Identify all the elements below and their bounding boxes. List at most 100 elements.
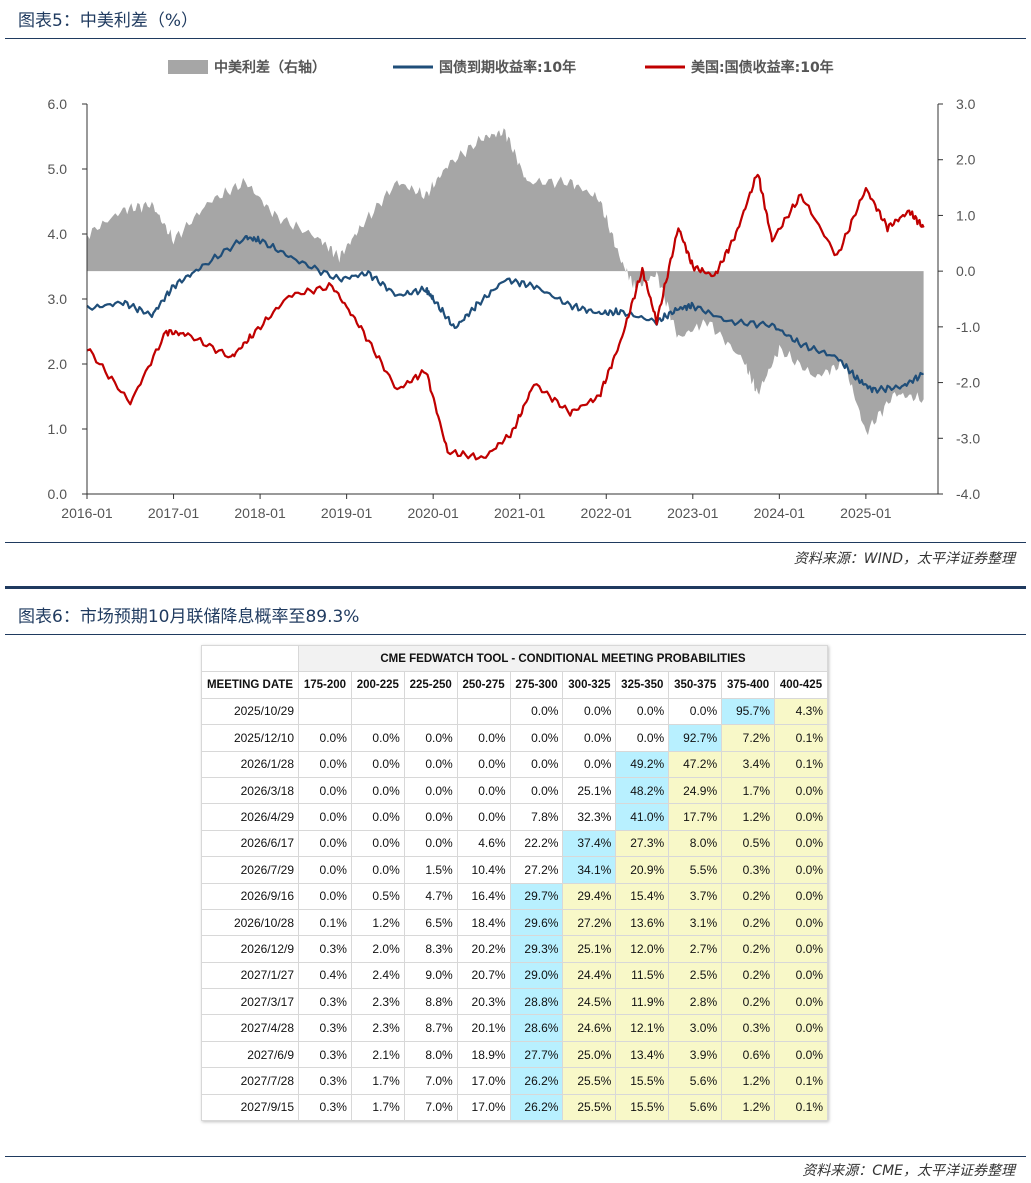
probability-cell: 26.2% (509, 1067, 564, 1095)
probability-cell: 28.8% (509, 988, 564, 1016)
probability-cell (350, 697, 405, 726)
meeting-date-cell: 2026/7/29 (201, 856, 299, 884)
probability-cell: 0.2% (721, 882, 776, 910)
probability-cell: 4.6% (456, 829, 511, 858)
x-tick-label: 2023-01 (667, 505, 719, 521)
x-tick-label: 2019-01 (321, 505, 373, 521)
probability-cell: 0.0% (298, 882, 352, 910)
probability-cell: 25.0% (562, 1040, 617, 1069)
probability-cell: 7.0% (403, 1093, 458, 1122)
probability-cell: 0.0% (509, 776, 564, 805)
probability-cell: 29.0% (509, 961, 564, 990)
probability-cell: 0.5% (721, 829, 776, 858)
probability-cell: 5.6% (668, 1067, 723, 1095)
probability-cell: 2.8% (668, 988, 723, 1016)
probability-cell: 29.4% (562, 882, 617, 910)
probability-cell: 0.0% (350, 724, 405, 752)
probability-cell: 1.2% (721, 803, 776, 831)
meeting-date-cell: 2026/9/16 (201, 882, 299, 910)
probability-cell: 5.5% (668, 856, 723, 884)
probability-cell: 20.9% (615, 856, 670, 884)
probability-cell: 0.0% (668, 697, 723, 726)
probability-cell: 17.7% (668, 803, 723, 831)
legend-swatch-spread (168, 60, 208, 74)
probability-cell: 9.0% (403, 961, 458, 990)
figure6-source: 资料来源：CME，太平洋证券整理 (802, 1163, 1015, 1179)
x-tick-label: 2017-01 (148, 505, 200, 521)
probability-cell: 13.6% (615, 908, 670, 937)
left-tick-label: 2.0 (48, 356, 68, 372)
meeting-date-cell: 2026/6/17 (201, 829, 299, 858)
table-row: 2026/4/29 0.0% 0.0% 0.0% 0.0% 7.8% 32.3% 41.0% 1… (201, 803, 828, 831)
meeting-date-cell: 2026/10/28 (201, 908, 299, 937)
probability-cell: 17.0% (456, 1067, 511, 1095)
probability-cell: 25.5% (562, 1067, 617, 1095)
probability-cell: 0.0% (562, 697, 617, 726)
meeting-date-cell: 2025/12/10 (201, 724, 299, 752)
probability-cell: 0.2% (721, 961, 776, 990)
left-tick-label: 0.0 (48, 486, 68, 502)
probability-cell: 0.0% (350, 856, 405, 884)
probability-cell: 0.3% (298, 1040, 352, 1069)
probability-cell (456, 697, 511, 726)
probability-cell: 0.0% (774, 1014, 828, 1042)
x-tick-label: 2024-01 (754, 505, 806, 521)
probability-cell: 0.3% (298, 988, 352, 1016)
probability-cell: 0.0% (774, 961, 828, 990)
probability-cell: 10.4% (456, 856, 511, 884)
right-tick-label: -4.0 (956, 486, 980, 502)
meeting-date-cell: 2027/3/17 (201, 988, 299, 1016)
probability-cell: 0.0% (774, 776, 828, 805)
probability-cell: 0.1% (774, 750, 828, 778)
table-row: 2027/6/9 0.3% 2.1% 8.0% 18.9% 27.7% 25.0% 13.4%… (201, 1040, 828, 1069)
probability-cell: 1.5% (403, 856, 458, 884)
column-header-rate-range: 200-225 (350, 671, 405, 699)
probability-cell: 0.3% (298, 1067, 352, 1095)
probability-cell: 0.0% (562, 750, 617, 778)
probability-cell: 29.6% (509, 908, 564, 937)
probability-cell: 49.2% (615, 750, 670, 778)
table-corner (201, 644, 299, 673)
probability-cell: 0.0% (774, 988, 828, 1016)
probability-cell: 3.0% (668, 1014, 723, 1042)
probability-cell: 0.5% (350, 882, 405, 910)
x-tick-label: 2020-01 (407, 505, 459, 521)
probability-cell: 0.0% (615, 724, 670, 752)
probability-cell: 0.3% (721, 856, 776, 884)
probability-cell: 18.4% (456, 908, 511, 937)
probability-cell: 1.7% (350, 1067, 405, 1095)
probability-cell: 0.1% (774, 1093, 828, 1122)
probability-cell: 41.0% (615, 803, 670, 831)
probability-cell: 24.4% (562, 961, 617, 990)
right-tick-label: -1.0 (956, 319, 980, 335)
probability-cell: 8.8% (403, 988, 458, 1016)
table-row: 2025/10/29 0.0% 0.0% 0.0% 0.0% 95.7% 4.3% (201, 697, 828, 726)
probability-cell: 0.0% (456, 724, 511, 752)
probability-cell (403, 697, 458, 726)
column-header-rate-range: 400-425 (774, 671, 828, 699)
probability-cell: 0.0% (350, 750, 405, 778)
probability-cell: 27.2% (509, 856, 564, 884)
meeting-date-cell: 2026/4/29 (201, 803, 299, 831)
series-us10y-line (86, 173, 925, 461)
probability-cell (298, 697, 352, 726)
probability-cell: 0.3% (298, 1093, 352, 1122)
right-tick-label: 2.0 (956, 152, 976, 168)
probability-cell: 1.2% (721, 1093, 776, 1122)
probability-cell: 8.0% (668, 829, 723, 858)
figure5-title: 图表5：中美利差（%） (18, 11, 198, 31)
probability-cell: 0.0% (403, 724, 458, 752)
figure5-bottom-rule (5, 542, 1026, 543)
figure5-source: 资料来源：WIND，太平洋证券整理 (793, 551, 1015, 567)
probability-cell: 48.2% (615, 776, 670, 805)
meeting-date-cell: 2026/1/28 (201, 750, 299, 778)
probability-cell: 0.0% (774, 908, 828, 937)
probability-cell: 29.3% (509, 935, 564, 963)
probability-cell: 16.4% (456, 882, 511, 910)
probability-cell: 1.7% (350, 1093, 405, 1122)
column-header-rate-range: 225-250 (403, 671, 458, 699)
probability-cell: 92.7% (668, 724, 723, 752)
probability-cell: 17.0% (456, 1093, 511, 1122)
probability-cell: 0.0% (456, 776, 511, 805)
meeting-date-cell: 2027/7/28 (201, 1067, 299, 1095)
